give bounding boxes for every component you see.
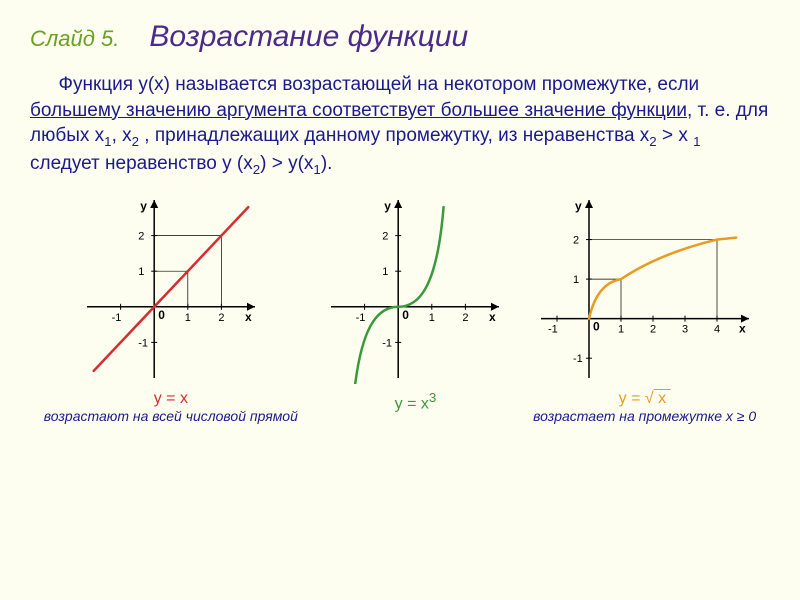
svg-text:2: 2 — [463, 312, 469, 324]
chart3-caption: возрастает на промежутке x ≥ 0 — [533, 408, 756, 424]
svg-text:x: x — [245, 310, 252, 324]
svg-text:-1: -1 — [111, 312, 121, 324]
chart-linear-svg: y x 0 -1 1 2 -1 1 2 — [81, 194, 261, 384]
page-title: Возрастание функции — [149, 20, 468, 54]
chart-sqrt-svg: y x 0 -1 1 2 3 4 -1 1 2 — [535, 194, 755, 384]
chart3-formula: у = √ x — [619, 390, 671, 408]
svg-text:1: 1 — [573, 274, 579, 286]
svg-text:4: 4 — [714, 323, 720, 335]
svg-text:-1: -1 — [548, 323, 558, 335]
chart-cubic: y x 0 -1 1 2 -1 1 2 y = x3 — [325, 194, 505, 429]
svg-text:-1: -1 — [573, 353, 583, 365]
svg-text:x: x — [489, 310, 496, 324]
svg-text:1: 1 — [138, 266, 144, 278]
slide-label: Слайд 5. — [30, 26, 119, 52]
chart-linear: y x 0 -1 1 2 -1 1 2 y = x возрастают на всей чис… — [44, 194, 298, 429]
chart-sqrt: y x 0 -1 1 2 3 4 -1 1 2 у = √ x возрастает на пром… — [533, 194, 756, 429]
svg-text:y: y — [140, 199, 147, 213]
svg-text:0: 0 — [403, 308, 410, 322]
svg-text:2: 2 — [573, 234, 579, 246]
svg-text:2: 2 — [650, 323, 656, 335]
svg-text:y: y — [575, 199, 582, 213]
chart2-formula: y = x3 — [395, 390, 437, 413]
svg-text:-1: -1 — [383, 337, 393, 349]
chart1-formula: y = x — [154, 390, 188, 408]
svg-text:-1: -1 — [138, 337, 148, 349]
chart-cubic-svg: y x 0 -1 1 2 -1 1 2 — [325, 194, 505, 384]
svg-text:y: y — [385, 199, 392, 213]
charts-row: y x 0 -1 1 2 -1 1 2 y = x возрастают на всей чис… — [30, 194, 770, 429]
spacer — [414, 413, 418, 429]
svg-text:1: 1 — [383, 266, 389, 278]
svg-text:2: 2 — [218, 312, 224, 324]
svg-text:3: 3 — [682, 323, 688, 335]
definition-text: Функция y(x) называется возрастающей на … — [30, 72, 770, 179]
def-pre: Функция y(x) называется возрастающей на … — [59, 74, 700, 95]
svg-text:x: x — [739, 321, 746, 335]
svg-text:0: 0 — [158, 308, 165, 322]
svg-text:1: 1 — [185, 312, 191, 324]
def-underlined: большему значению аргумента соответствуе… — [30, 100, 687, 121]
header-row: Слайд 5. Возрастание функции — [30, 20, 770, 54]
svg-text:0: 0 — [593, 319, 600, 333]
svg-text:2: 2 — [138, 230, 144, 242]
chart12-caption: возрастают на всей числовой прямой — [44, 408, 298, 424]
svg-text:-1: -1 — [356, 312, 366, 324]
svg-text:2: 2 — [383, 230, 389, 242]
svg-text:1: 1 — [429, 312, 435, 324]
svg-text:1: 1 — [618, 323, 624, 335]
